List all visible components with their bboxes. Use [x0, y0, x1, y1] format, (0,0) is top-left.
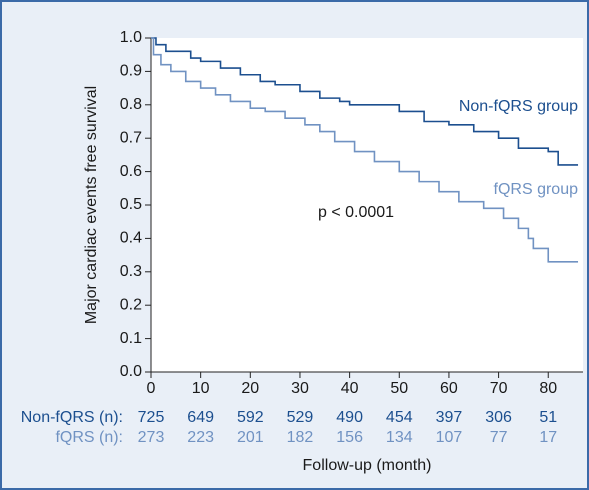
- risk-count: 134: [386, 429, 413, 446]
- risk-count: 156: [336, 429, 363, 446]
- survival-curve: [151, 37, 579, 166]
- risk-count: 490: [336, 409, 363, 426]
- y-axis-label: Major cardiac events free survival: [83, 86, 100, 324]
- risk-count: 77: [490, 429, 508, 446]
- x-tick-label: 20: [241, 380, 259, 397]
- y-tick-label: 0.8: [120, 96, 142, 113]
- risk-count: 17: [539, 429, 557, 446]
- risk-count: 454: [386, 409, 413, 426]
- y-tick-label: 0.0: [120, 363, 142, 380]
- x-tick-label: 0: [147, 380, 156, 397]
- risk-count: 725: [138, 409, 165, 426]
- risk-count: 592: [237, 409, 264, 426]
- series-label: Non-fQRS group: [459, 98, 578, 115]
- x-tick-label: 10: [192, 380, 210, 397]
- y-tick-label: 0.6: [120, 163, 142, 180]
- risk-count: 107: [436, 429, 463, 446]
- y-tick-label: 0.4: [120, 230, 142, 247]
- risk-count: 306: [485, 409, 512, 426]
- x-tick-label: 40: [341, 380, 359, 397]
- risk-row-label: Non-fQRS (n):: [21, 409, 123, 426]
- risk-count: 529: [287, 409, 314, 426]
- y-tick-label: 0.5: [120, 196, 142, 213]
- x-tick-label: 60: [440, 380, 458, 397]
- risk-count: 273: [138, 429, 165, 446]
- y-tick-label: 0.2: [120, 296, 142, 313]
- y-tick-label: 0.3: [120, 263, 142, 280]
- risk-count: 182: [287, 429, 314, 446]
- survival-curve: [151, 37, 579, 263]
- x-tick-label: 70: [490, 380, 508, 397]
- risk-row-label: fQRS (n):: [55, 429, 123, 446]
- y-tick-label: 0.9: [120, 63, 142, 80]
- y-tick-label: 1.0: [120, 29, 142, 46]
- x-tick-label: 80: [539, 380, 557, 397]
- risk-count: 51: [539, 409, 557, 426]
- risk-count: 223: [187, 429, 214, 446]
- series-label: fQRS group: [494, 181, 579, 198]
- x-tick-label: 30: [291, 380, 309, 397]
- risk-count: 201: [237, 429, 264, 446]
- x-axis-label: Follow-up (month): [303, 457, 432, 474]
- plot-area: [151, 38, 583, 372]
- y-tick-label: 0.1: [120, 330, 142, 347]
- risk-count: 649: [187, 409, 214, 426]
- x-tick-label: 50: [390, 380, 408, 397]
- risk-count: 397: [436, 409, 463, 426]
- p-value: p < 0.0001: [318, 204, 394, 221]
- y-tick-label: 0.7: [120, 129, 142, 146]
